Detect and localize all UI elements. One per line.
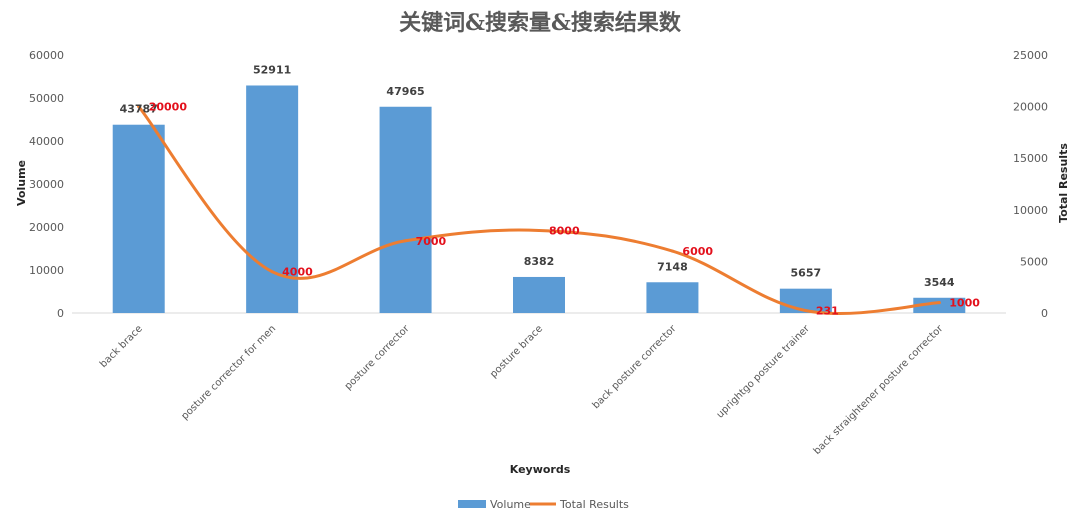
y2-axis-title: Total Results — [1057, 143, 1070, 223]
volume-data-label: 43787 — [120, 103, 158, 116]
volume-data-label: 8382 — [524, 255, 555, 268]
total-results-data-label: 4000 — [282, 266, 313, 279]
total-results-point — [670, 249, 674, 253]
bars-group — [112, 85, 966, 313]
x-tick-label: back brace — [98, 323, 145, 370]
total-results-point — [937, 301, 941, 305]
line-group — [137, 105, 941, 315]
total-results-data-label: 231 — [816, 305, 839, 318]
total-results-data-label: 1000 — [949, 297, 980, 310]
total-results-point — [270, 270, 274, 274]
x-tick-label: posture brace — [488, 323, 545, 380]
chart-title: 关键词&搜索量&搜索结果数 — [399, 10, 682, 36]
y-tick-label: 20000 — [29, 221, 64, 234]
y-tick-label: 0 — [57, 307, 64, 320]
volume-bar — [646, 282, 699, 313]
labels-group: 43787 52911 47965 8382 7148 5657 3544 20000 4000… — [120, 63, 981, 317]
total-results-data-label: 6000 — [682, 245, 713, 258]
y2-tick-label: 5000 — [1020, 255, 1048, 268]
y2-tick-label: 10000 — [1013, 204, 1048, 217]
total-results-data-label: 7000 — [416, 235, 447, 248]
total-results-data-label: 20000 — [149, 101, 188, 114]
volume-data-label: 52911 — [253, 63, 291, 76]
volume-data-label: 3544 — [924, 276, 955, 289]
y2-tick-label: 15000 — [1013, 152, 1048, 165]
y-tick-label: 30000 — [29, 178, 64, 191]
y-axis-title: Volume — [15, 160, 28, 206]
legend: Volume Total Results — [458, 498, 629, 511]
y-tick-label: 60000 — [29, 49, 64, 62]
y-tick-label: 10000 — [29, 264, 64, 277]
x-tick-label: back posture corrector — [591, 323, 680, 412]
total-results-data-label: 8000 — [549, 224, 580, 237]
volume-bar — [112, 124, 165, 313]
total-results-point — [537, 228, 541, 232]
volume-data-label: 47965 — [386, 85, 424, 98]
x-tick-label: back straightener posture corrector — [812, 323, 946, 457]
volume-bar — [513, 276, 565, 313]
x-tick-label: posture corrector for men — [179, 323, 278, 422]
total-results-point — [804, 309, 808, 313]
total-results-point — [404, 239, 408, 243]
y2-tick-label: 0 — [1041, 307, 1048, 320]
volume-bar — [779, 288, 832, 313]
volume-bar — [379, 106, 432, 313]
volume-data-label: 5657 — [791, 267, 822, 280]
x-tick-label: uprightgo posture trainer — [715, 323, 813, 421]
volume-data-label: 7148 — [657, 260, 688, 273]
y2-tick-label: 25000 — [1013, 49, 1048, 62]
y-tick-label: 50000 — [29, 92, 64, 105]
x-tick-label: posture corrector — [343, 323, 413, 393]
x-axis-title: Keywords — [510, 463, 571, 476]
total-results-point — [137, 105, 141, 109]
legend-volume-swatch — [458, 500, 486, 508]
y-tick-label: 40000 — [29, 135, 64, 148]
legend-total-results-label: Total Results — [559, 498, 629, 511]
volume-bar — [913, 297, 966, 313]
legend-volume-label: Volume — [490, 498, 531, 511]
y2-tick-label: 20000 — [1013, 101, 1048, 114]
volume-bar — [246, 85, 299, 313]
